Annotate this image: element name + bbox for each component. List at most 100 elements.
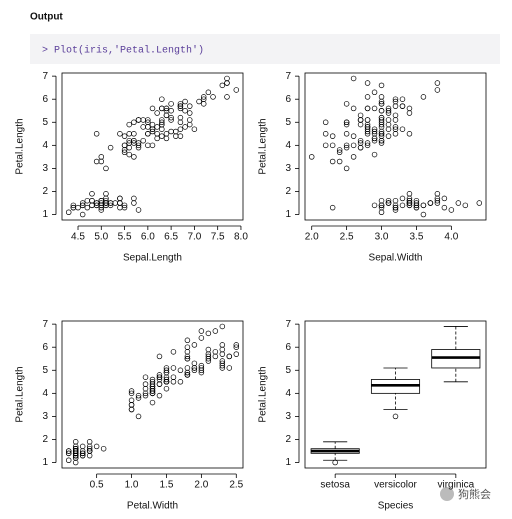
point (371, 89, 378, 96)
x-tick-label: 2.0 (305, 232, 319, 243)
point (371, 135, 378, 142)
point (135, 142, 142, 149)
y-axis-label: Petal.Length (15, 118, 26, 174)
point (329, 158, 336, 165)
point (364, 80, 371, 86)
point (103, 191, 109, 197)
point (205, 346, 212, 353)
point (434, 87, 441, 93)
point (406, 131, 413, 137)
point (126, 121, 132, 128)
point (224, 75, 230, 82)
point (121, 202, 128, 209)
point (392, 204, 399, 211)
point (357, 112, 364, 119)
point (131, 154, 137, 160)
point (93, 200, 100, 206)
point (364, 105, 371, 112)
x-tick-label: 4.5 (71, 232, 85, 243)
point (371, 202, 378, 209)
point (135, 395, 142, 401)
point (413, 197, 420, 204)
x-tick-label: versicolor (374, 480, 417, 491)
point (378, 82, 385, 89)
x-tick-label: 5.0 (94, 232, 108, 243)
x-tick-label: 6.0 (141, 232, 155, 243)
point (184, 372, 191, 378)
y-tick-label: 5 (285, 117, 291, 128)
x-tick-label: 4.0 (444, 232, 458, 243)
point (350, 142, 357, 149)
point (159, 126, 165, 132)
point (177, 367, 184, 374)
x-tick-label: virginica (437, 480, 474, 491)
point (329, 142, 336, 149)
point (364, 124, 371, 130)
point (121, 142, 128, 149)
point (392, 131, 399, 137)
point (177, 105, 184, 112)
point (476, 200, 483, 206)
point (168, 107, 174, 114)
point (434, 200, 441, 206)
point (131, 140, 137, 146)
point (117, 195, 123, 202)
output-header: Output (30, 12, 63, 23)
y-tick-label: 6 (285, 342, 291, 353)
point (205, 358, 212, 364)
point (163, 131, 170, 137)
point (198, 335, 205, 341)
point (177, 379, 184, 385)
point (378, 107, 385, 114)
code-cell (30, 34, 500, 64)
point (322, 131, 329, 137)
point (170, 365, 177, 371)
x-tick-label: 5.5 (118, 232, 132, 243)
point (219, 323, 226, 330)
point (163, 107, 170, 114)
point (98, 202, 105, 209)
point (378, 209, 385, 215)
point (154, 110, 160, 116)
point (163, 367, 170, 374)
point (117, 200, 123, 206)
point (126, 144, 132, 151)
watermark-icon (440, 487, 454, 501)
point (168, 117, 174, 123)
point (219, 358, 226, 364)
point (149, 399, 156, 406)
point (364, 94, 371, 100)
y-tick-label: 6 (42, 342, 48, 353)
point (156, 353, 163, 360)
point (224, 94, 230, 100)
point (131, 195, 137, 202)
point (135, 207, 142, 213)
point (84, 204, 91, 211)
y-tick-label: 4 (285, 140, 291, 151)
point (343, 165, 350, 172)
point (343, 131, 350, 137)
point (142, 381, 149, 387)
point (233, 342, 240, 348)
y-tick-label: 7 (42, 71, 48, 82)
point (184, 355, 191, 362)
point (149, 128, 156, 135)
point (406, 202, 413, 209)
point (142, 374, 149, 380)
point (79, 211, 86, 218)
x-tick-label: 2.5 (340, 232, 354, 243)
point (93, 443, 100, 450)
point (427, 200, 434, 206)
point (378, 124, 385, 130)
point (364, 117, 371, 123)
point (186, 121, 193, 128)
point (79, 452, 86, 459)
point (117, 204, 123, 211)
point (128, 390, 135, 397)
point (378, 204, 385, 211)
point (399, 195, 406, 202)
point (173, 128, 179, 135)
point (79, 450, 86, 457)
point (182, 124, 188, 130)
